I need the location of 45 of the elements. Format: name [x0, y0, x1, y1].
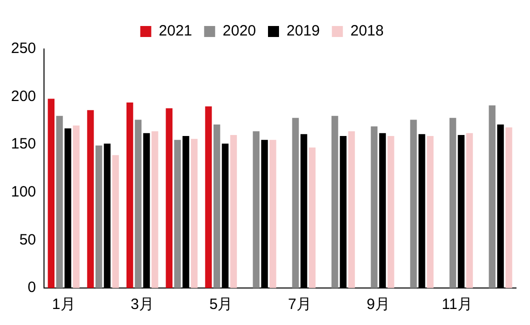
bar [270, 140, 276, 288]
bar [87, 110, 94, 288]
bar [72, 125, 80, 288]
bar [174, 140, 181, 288]
legend-label: 2020 [222, 22, 256, 40]
bar [410, 120, 417, 288]
bar [308, 147, 316, 288]
y-tick-label: 0 [28, 279, 36, 296]
bar [426, 136, 434, 288]
y-tick-label: 100 [10, 184, 36, 201]
bar [96, 146, 102, 288]
legend-label: 2021 [158, 22, 192, 40]
x-tick-label: 11月 [442, 296, 472, 314]
bar [213, 124, 220, 288]
bar [230, 135, 237, 288]
y-tick-label: 250 [10, 40, 36, 58]
x-tick-label: 9月 [366, 296, 390, 314]
legend-label: 2019 [286, 22, 320, 40]
bar [48, 98, 54, 288]
bar [56, 116, 63, 288]
bar [190, 138, 198, 288]
bar [112, 155, 119, 288]
bar [126, 102, 134, 288]
bar [331, 116, 338, 288]
bar [449, 118, 456, 288]
bar [348, 131, 355, 288]
y-tick-label: 50 [19, 231, 36, 248]
bar [166, 108, 172, 288]
bar [252, 131, 260, 288]
bar [466, 133, 473, 288]
bar [488, 105, 496, 288]
bar [506, 127, 512, 288]
x-tick-label: 3月 [130, 296, 154, 314]
y-tick-label: 200 [10, 88, 36, 105]
bar [370, 126, 378, 288]
bar [205, 106, 212, 288]
bar [134, 120, 142, 288]
bar [388, 136, 394, 288]
x-tick-label: 7月 [288, 296, 312, 314]
x-tick-label: 1月 [52, 296, 76, 314]
bar [292, 118, 299, 288]
bar [152, 131, 158, 288]
y-tick-label: 150 [10, 136, 36, 153]
x-tick-label: 5月 [209, 296, 233, 314]
legend-label: 2018 [350, 22, 384, 40]
